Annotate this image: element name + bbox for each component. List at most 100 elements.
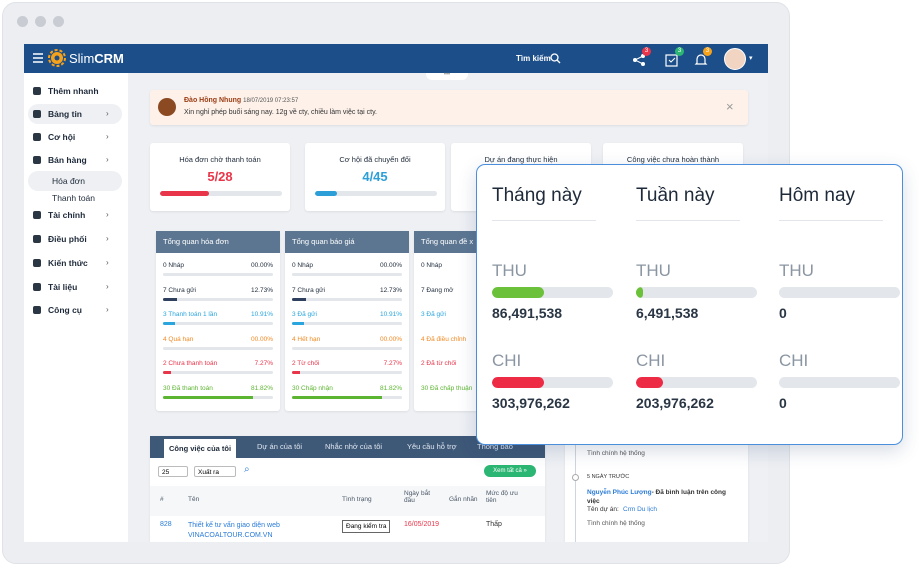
overview-row-label: 30 Đã chấp thuận xyxy=(421,385,473,392)
overview-row-percent: 10.91% xyxy=(379,311,402,319)
sidebar-icon xyxy=(33,283,41,291)
summary-bar xyxy=(636,377,663,388)
collapse-handle[interactable]: ••• xyxy=(426,72,468,80)
sidebar-icon xyxy=(33,259,41,267)
tab[interactable]: Thông báo xyxy=(477,442,513,451)
summary-kind: THU xyxy=(492,261,527,280)
summary-value: 203,976,262 xyxy=(636,395,714,411)
progress-track xyxy=(315,191,437,196)
logo-prefix: Slim xyxy=(69,51,95,66)
stat-title: Dự án đang thực hiện xyxy=(484,155,558,164)
close-button[interactable]: × xyxy=(726,99,734,114)
chevron: › xyxy=(106,132,109,141)
sidebar-item[interactable]: Thêm nhanh xyxy=(48,86,99,96)
search-label[interactable]: Tìm kiếm xyxy=(516,54,551,63)
chevron: › xyxy=(106,109,109,118)
sidebar-item[interactable]: Kiến thức xyxy=(48,258,88,268)
column-header: Tình trạng xyxy=(342,496,372,503)
progress-track xyxy=(292,346,402,350)
sidebar-item[interactable]: Bán hàng xyxy=(48,155,87,165)
overview-row-percent: 00.00% xyxy=(379,262,402,269)
sidebar-icon xyxy=(33,156,41,164)
progress-track xyxy=(163,273,273,276)
overview-row-percent: 00.00% xyxy=(250,262,273,269)
summary-track xyxy=(492,377,613,388)
progress-track xyxy=(163,396,273,399)
timeline-project-label: Tên dự án: xyxy=(587,506,619,513)
overview-row-label: 4 Đã điều chỉnh xyxy=(421,335,467,343)
export-select[interactable]: Xuất ra xyxy=(194,466,236,477)
overview-row-percent: 81.82% xyxy=(379,385,402,392)
cell-name[interactable]: Thiết kế tư vấn giao diện web VINACOALTO… xyxy=(188,522,280,539)
chevron: › xyxy=(106,258,109,267)
tab[interactable]: Công việc của tôi xyxy=(164,439,237,458)
search-icon[interactable]: ⌕ xyxy=(244,464,250,475)
stat-title: Công việc chưa hoàn thành xyxy=(626,155,720,164)
progress-bar xyxy=(292,322,304,326)
tab[interactable]: Yêu cầu hỗ trợ xyxy=(407,442,457,451)
overview-row-label: 0 Nháp xyxy=(163,262,184,269)
view-all-button[interactable]: Xem tất cả » xyxy=(484,465,536,477)
summary-value: 6,491,538 xyxy=(636,305,699,321)
sidebar-item[interactable]: Hóa đơn xyxy=(28,171,122,191)
sidebar-item[interactable]: Tài chính xyxy=(48,210,86,220)
progress-track xyxy=(292,371,402,375)
sidebar-item[interactable]: Thanh toán xyxy=(52,193,96,203)
column-header: Ngày bắt đầu xyxy=(404,490,431,504)
sidebar-item[interactable]: Cơ hội xyxy=(48,132,76,142)
cell-start: 16/05/2019 xyxy=(404,521,440,528)
menu-icon[interactable] xyxy=(32,52,44,64)
summary-value: 303,976,262 xyxy=(492,395,570,411)
overview-row-percent: 12.73% xyxy=(250,286,273,294)
overview-panel: Tổng quan báo giá 0 Nháp 00.00% 7 Chưa gửi 1… xyxy=(285,231,409,411)
summary-kind: THU xyxy=(636,261,671,280)
chevron: › xyxy=(106,305,109,314)
page-size-select[interactable]: 25 xyxy=(158,466,188,477)
avatar-caret[interactable]: ▾ xyxy=(749,55,753,62)
window-dot xyxy=(53,16,64,27)
overview-row-label: 0 Nháp xyxy=(292,262,313,269)
sidebar-icon xyxy=(33,87,41,95)
tab[interactable]: Nhắc nhở của tôi xyxy=(325,442,383,451)
avatar[interactable] xyxy=(724,48,746,70)
summary-divider xyxy=(492,220,596,221)
sidebar-item[interactable]: Công cụ xyxy=(48,305,82,315)
overview-row-percent: 7.27% xyxy=(254,360,273,368)
table-header xyxy=(150,486,545,516)
bell-icon[interactable] xyxy=(694,53,708,67)
overview-row-percent: 00.00% xyxy=(379,335,402,343)
sidebar-icon xyxy=(33,211,41,219)
sidebar-item[interactable]: Tài liệu xyxy=(48,282,78,292)
sidebar: Thêm nhanh Bảng tin › Cơ hội › Bán hàng › Hóa đ… xyxy=(24,73,128,542)
sidebar-item[interactable]: Bảng tin xyxy=(28,104,122,124)
summary-divider xyxy=(779,220,883,221)
summary-value: 0 xyxy=(779,305,787,321)
overview-row-label: 3 Đã gửi xyxy=(292,311,317,319)
summary-track xyxy=(636,377,757,388)
sidebar-item[interactable]: Điều phối xyxy=(48,234,87,244)
search-icon[interactable] xyxy=(550,53,561,64)
progress-bar xyxy=(163,297,177,301)
summary-track xyxy=(492,287,613,298)
overview-row-label: 4 Hết hạn xyxy=(292,335,321,343)
timeline-project[interactable]: Crm Du lịch xyxy=(623,506,657,513)
overview-row-label: 3 Đã gửi xyxy=(421,311,446,319)
overview-row-label: 7 Đang mở xyxy=(421,286,454,294)
timeline-user[interactable]: Nguyễn Phúc Lượng xyxy=(587,489,652,496)
timeline-action: - Đã bình luận trên công việc xyxy=(587,489,726,505)
column-header: Tên xyxy=(188,496,200,503)
sidebar-icon xyxy=(33,133,41,141)
tab[interactable]: Dự án của tôi xyxy=(257,442,303,451)
status-select[interactable]: Đang kiểm tra xyxy=(342,520,391,533)
summary-period: Hôm nay xyxy=(779,185,856,206)
overview-row-percent: 12.73% xyxy=(379,286,402,294)
summary-track xyxy=(636,287,757,298)
summary-kind: CHI xyxy=(636,351,666,370)
task-icon[interactable] xyxy=(665,53,679,67)
timeline-note: Tình chính hệ thống xyxy=(587,520,645,527)
chevron: › xyxy=(106,234,109,243)
summary-bar xyxy=(636,287,644,298)
notification-time: 18/07/2019 07:23:57 xyxy=(243,98,299,104)
top-bar: SlimCRM Tìm kiếm ▾ 3 3 3 xyxy=(24,44,768,73)
timeline-event: Nguyễn Phúc Lượng- Đã bình luận trên côn… xyxy=(587,488,737,506)
